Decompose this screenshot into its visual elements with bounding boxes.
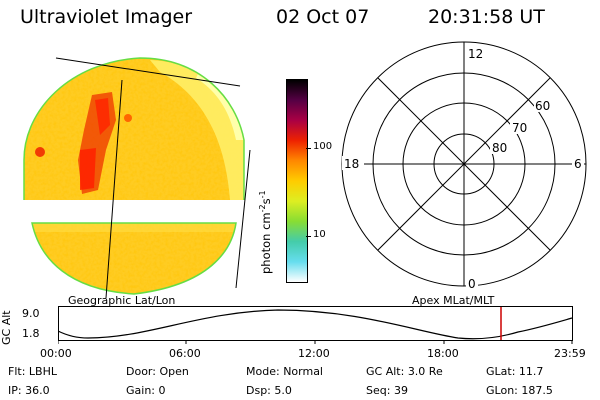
status-ip: IP: 36.0	[8, 384, 50, 397]
mlt-label-12: 12	[468, 47, 483, 61]
status-flt: Flt: LBHL	[8, 365, 57, 378]
uv-image	[23, 57, 251, 299]
instrument-title: Ultraviolet Imager	[20, 6, 193, 28]
status-gain: Gain: 0	[126, 384, 166, 397]
status-dsp: Dsp: 5.0	[246, 384, 292, 397]
orbit-xtick-2359: 23:59	[554, 347, 586, 360]
left-panel-label: Geographic Lat/Lon	[68, 294, 176, 307]
colorbar-unit: photon cm-2s-1	[258, 190, 273, 274]
right-panel-label: Apex MLat/MLT	[412, 294, 495, 307]
orbit-xtick-1200: 12:00	[298, 347, 330, 360]
orbit-ytick-max: 9.0	[22, 307, 40, 320]
orbit-xtick-1800: 18:00	[427, 347, 459, 360]
orbit-plot	[58, 306, 573, 344]
orbit-xtick-0000: 00:00	[40, 347, 72, 360]
uv-lower-region	[32, 223, 236, 294]
orbit-xtick-0600: 06:00	[169, 347, 201, 360]
mlt-label-6: 6	[574, 157, 582, 171]
lat-label-80: 80	[492, 141, 507, 155]
mlt-label-0: 0	[468, 277, 476, 290]
status-glat: GLat: 11.7	[486, 365, 544, 378]
orbit-ylabel: GC Alt	[0, 310, 13, 345]
altitude-curve	[58, 309, 573, 340]
lat-label-70: 70	[512, 121, 527, 135]
colorbar-tick-10	[306, 236, 311, 237]
colorbar	[286, 79, 308, 283]
colorbar-tick-100	[306, 148, 311, 149]
uv-upper-region	[24, 58, 244, 200]
date-label: 02 Oct 07	[276, 6, 370, 28]
colorbar-label-100: 100	[313, 141, 333, 152]
colorbar-label-10: 10	[313, 229, 326, 240]
status-glon: GLon: 187.5	[486, 384, 553, 397]
status-door: Door: Open	[126, 365, 189, 378]
polar-plot: 12 18 6 0 60 70 80	[341, 41, 587, 290]
status-seq: Seq: 39	[366, 384, 408, 397]
time-label: 20:31:58 UT	[428, 6, 545, 28]
orbit-ytick-min: 1.8	[22, 327, 40, 340]
mlt-label-18: 18	[344, 157, 359, 171]
status-gc-alt: GC Alt: 3.0 Re	[366, 365, 443, 378]
lat-label-60: 60	[535, 99, 550, 113]
status-mode: Mode: Normal	[246, 365, 323, 378]
